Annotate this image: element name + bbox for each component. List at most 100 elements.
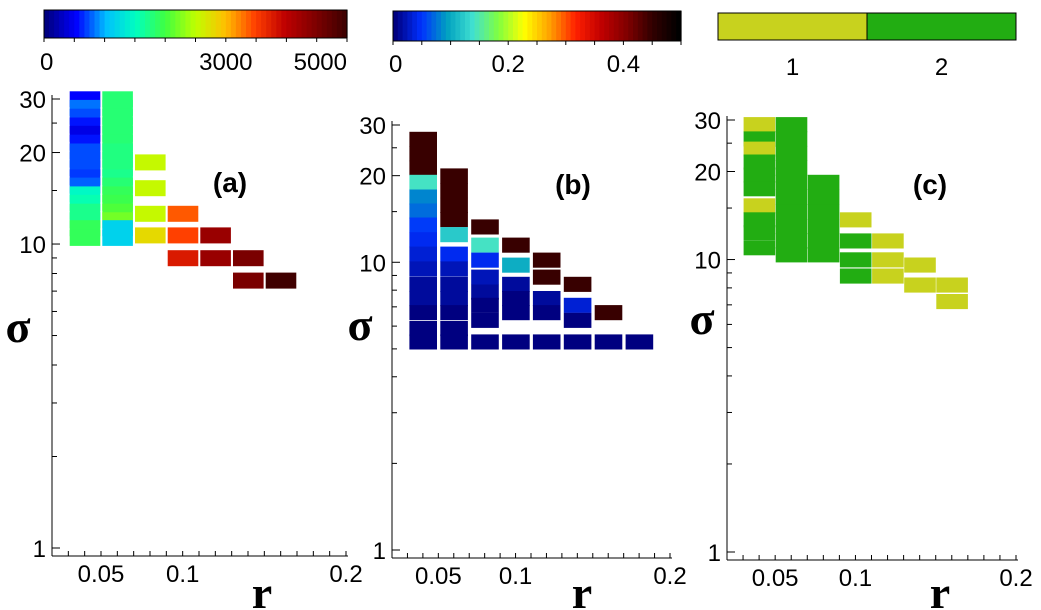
colorbar-segment — [493, 11, 500, 41]
heatmap-cell — [409, 261, 437, 277]
heatmap-cell — [839, 252, 872, 268]
heatmap-cell — [532, 305, 561, 321]
colorbar-swatch — [866, 12, 1017, 41]
heatmap-cell — [502, 334, 530, 350]
colorbar-segment — [145, 10, 151, 38]
heatmap-cell — [532, 291, 561, 307]
heatmap-cell — [775, 145, 808, 161]
colorbar-segment — [637, 11, 644, 41]
colorbar-segment — [256, 10, 262, 38]
colorbar-tick-label: 2 — [935, 54, 948, 81]
heatmap-cell — [743, 141, 776, 157]
colorbar-segment — [426, 11, 432, 41]
heatmap-cell — [409, 334, 437, 350]
x-tick-label: 0.05 — [78, 561, 125, 588]
heatmap-cell — [502, 257, 530, 273]
heatmap-cell — [807, 247, 840, 263]
heatmap-cell — [409, 246, 437, 262]
colorbar-segment — [150, 10, 156, 38]
heatmap-cell — [471, 284, 499, 300]
colorbar-segment — [251, 10, 257, 38]
colorbar-segment — [613, 11, 620, 41]
heatmap-cell — [471, 269, 499, 285]
colorbar-segment — [215, 10, 222, 38]
heatmap-cell — [775, 131, 808, 147]
heatmap-cell — [409, 174, 437, 190]
colorbar-segment — [594, 11, 600, 41]
colorbar-segment — [455, 11, 461, 41]
x-tick-label: 0.1 — [166, 561, 199, 588]
heatmap-cell — [775, 219, 808, 235]
colorbar-segment — [94, 10, 101, 38]
heatmap-cell — [839, 212, 872, 228]
colorbar-tick-label: 0 — [389, 51, 402, 78]
colorbar-segment — [175, 10, 181, 38]
heatmap-cell — [904, 257, 936, 273]
heatmap-cell — [743, 167, 776, 183]
colorbar-segment — [484, 11, 490, 41]
heatmap-cell — [409, 291, 437, 307]
heatmap-cell — [440, 183, 468, 199]
colorbar-segment — [565, 11, 572, 41]
heatmap-cell — [872, 252, 904, 268]
heatmap-cell — [409, 217, 437, 233]
heatmap-cell — [775, 117, 808, 133]
heatmap-cell — [743, 198, 776, 214]
colorbar-segment — [200, 10, 207, 38]
y-tick-label: 30 — [19, 87, 46, 114]
heatmap-cell — [775, 247, 808, 263]
colorbar-segment — [89, 10, 96, 38]
y-tick-label: 1 — [33, 536, 46, 563]
x-tick-label: 0.2 — [999, 565, 1032, 592]
colorbar-segment — [412, 11, 418, 41]
colorbar-segment — [286, 10, 293, 38]
colorbar-segment — [397, 11, 404, 41]
colorbar-segment — [165, 10, 171, 38]
colorbar-segment — [623, 11, 629, 41]
colorbar-segment — [195, 10, 202, 38]
colorbar-tick-label: 1 — [786, 54, 799, 81]
heatmap-cell — [409, 321, 437, 337]
heatmap-cell — [807, 204, 840, 220]
colorbar-segment — [44, 10, 50, 38]
panel-1: 1 10 20 30 0.05 0.1 0.2 r σ (b) 0 0.2 0.4 — [347, 10, 687, 610]
panel-label: (a) — [213, 167, 247, 198]
colorbar-segment — [642, 11, 648, 41]
heatmap-cell — [807, 219, 840, 235]
heatmap-cell — [936, 277, 968, 293]
colorbar-segment — [628, 11, 634, 41]
colorbar-segment — [580, 11, 586, 41]
heatmap-cell — [563, 334, 592, 350]
y-tick-label: 10 — [359, 250, 386, 277]
heatmap-cell — [563, 297, 592, 313]
colorbar-segment — [261, 10, 267, 38]
colorbar-segment — [341, 10, 348, 38]
heatmap-cell — [775, 204, 808, 220]
x-tick-label: 0.1 — [499, 563, 532, 590]
colorbar-segment — [235, 10, 242, 38]
y-tick-label: 20 — [694, 159, 721, 186]
heatmap-cell — [409, 131, 437, 147]
heatmap-cell — [743, 240, 776, 256]
heatmap-cell — [471, 252, 499, 268]
colorbar-segment — [316, 10, 323, 38]
colorbar-segment — [474, 11, 480, 41]
y-tick-label: 30 — [359, 113, 386, 140]
heatmap-cell — [440, 321, 468, 337]
heatmap-cell — [440, 291, 468, 307]
colorbar-segment — [326, 10, 333, 38]
heatmap-cell — [135, 227, 166, 244]
y-axis-title: σ — [5, 301, 30, 352]
heatmap-cell — [440, 168, 468, 184]
heatmap-cell — [532, 334, 561, 350]
colorbar-segment — [599, 11, 605, 41]
panel-0: 1 10 20 30 0.05 0.1 0.2 r σ (a) 0 3000 5000 — [5, 9, 363, 610]
heatmap-cell — [502, 291, 530, 307]
heatmap-cell — [440, 261, 468, 277]
heatmap-cell — [440, 246, 468, 262]
colorbar: 0 3000 5000 — [40, 9, 348, 76]
heatmap-cell — [471, 334, 499, 350]
colorbar-segment — [570, 11, 576, 41]
colorbar-segment — [49, 10, 55, 38]
heatmap-cell — [409, 189, 437, 205]
